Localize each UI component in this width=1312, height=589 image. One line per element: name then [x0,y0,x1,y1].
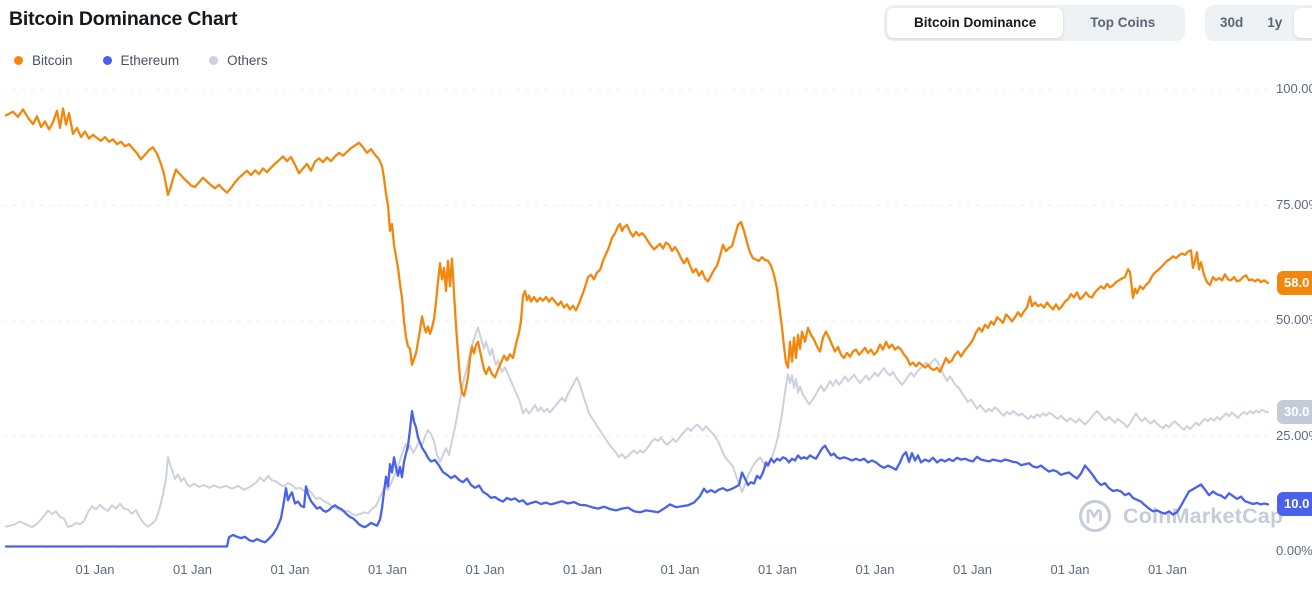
timeframe-30d[interactable]: 30d [1220,15,1244,30]
y-axis-label: 100.00% [1276,81,1312,96]
x-axis-label: 01 Jan [1050,562,1090,577]
others-value-badge: 30.0 [1277,400,1312,424]
coinmarketcap-watermark: CoinMarketCap [1077,498,1283,534]
watermark-text: CoinMarketCap [1123,503,1284,528]
ethereum-legend-dot-icon [102,56,112,65]
legend-label: Ethereum [120,53,180,68]
page-title: Bitcoin Dominance Chart [9,8,238,30]
bitcoin-dominance-line [4,107,1270,397]
x-axis-label: 01 Jan [367,562,408,577]
x-axis-label: 01 Jan [172,562,213,577]
timeframe-selected-cutoff[interactable] [1294,8,1312,38]
chart-legend: Bitcoin Ethereum Others [14,53,268,68]
x-axis-label: 01 Jan [1147,562,1188,577]
x-axis-label: 01 Jan [562,562,603,577]
bitcoin-legend-dot-icon [14,56,23,65]
y-axis-label: 25.00% [1276,427,1312,443]
others-legend-dot-icon [209,56,219,65]
x-axis-label: 01 Jan [465,562,505,577]
legend-label: Others [227,53,268,68]
x-axis-label: 01 Jan [660,562,700,577]
legend-label: Bitcoin [32,53,73,68]
timeframe-1y[interactable]: 1y [1267,15,1283,30]
x-axis-label: 01 Jan [855,562,895,577]
legend-item-others[interactable]: Others [209,53,268,68]
y-axis-label: 75.00% [1276,196,1312,212]
bitcoin-value-badge: 58.0 [1277,271,1312,296]
timeframe-toggle: 30d 1y [1205,5,1312,41]
others-dominance-line [5,326,1269,529]
chart-type-toggle: Bitcoin Dominance Top Coins [884,5,1186,41]
x-axis-label: 01 Jan [75,562,115,577]
ethereum-dominance-line [4,409,1270,548]
toggle-top-coins[interactable]: Top Coins [1090,15,1156,30]
x-axis-label: 01 Jan [757,562,798,577]
y-axis-label: 50.00% [1276,312,1312,327]
legend-item-ethereum[interactable]: Ethereum [102,53,180,68]
coinmarketcap-logo-icon [1079,500,1111,532]
x-axis-label: 01 Jan [952,562,993,577]
x-axis-label: 01 Jan [270,562,310,577]
y-axis-label: 0.00% [1276,543,1312,558]
toggle-bitcoin-dominance[interactable]: Bitcoin Dominance [887,8,1064,38]
ethereum-value-badge: 10.0 [1277,492,1312,517]
legend-item-bitcoin[interactable]: Bitcoin [14,53,73,68]
